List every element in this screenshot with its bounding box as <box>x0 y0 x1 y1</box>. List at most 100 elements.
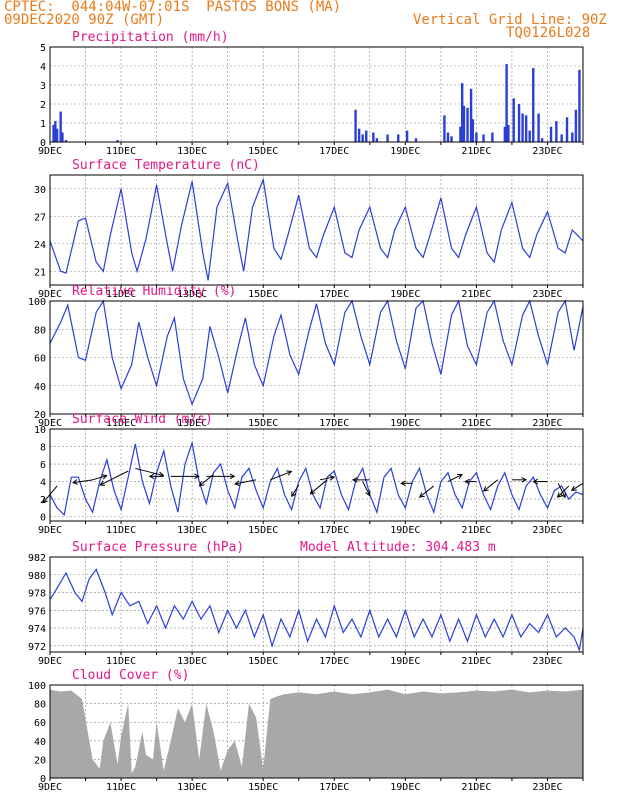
wind-arrow-head <box>99 480 106 486</box>
wind-arrow-head <box>148 473 155 480</box>
grid-line-note: Vertical Grid Line: 90Z <box>413 12 607 28</box>
y-tick-label: 0 <box>40 513 46 524</box>
panel-title: Surface Pressure (hPa) <box>72 540 244 555</box>
precip-bar <box>414 138 418 142</box>
x-tick-label: 13DEC <box>177 418 207 429</box>
x-tick-label: 9DEC <box>38 525 62 536</box>
x-tick-label: 19DEC <box>390 782 420 793</box>
precip-bar <box>54 121 57 142</box>
precip-bar <box>555 121 558 142</box>
wind-arrow-head <box>556 492 563 498</box>
x-tick-label: 17DEC <box>319 656 349 667</box>
x-tick-label: 19DEC <box>390 656 420 667</box>
y-tick-label: 3 <box>40 81 46 92</box>
x-tick-label: 21DEC <box>461 418 491 429</box>
x-tick-label: 13DEC <box>177 782 207 793</box>
x-tick-label: 15DEC <box>248 656 278 667</box>
precip-bar <box>405 130 409 142</box>
precip-bar <box>571 132 574 142</box>
panel-title: Relative Humidity (%) <box>72 284 236 299</box>
precip-bar <box>503 126 507 142</box>
x-tick-label: 23DEC <box>532 418 562 429</box>
y-tick-label: 60 <box>34 354 46 365</box>
x-tick-label: 9DEC <box>38 782 62 793</box>
y-tick-label: 4 <box>40 62 46 73</box>
y-tick-label: 100 <box>28 681 46 692</box>
wind-arrow-head <box>560 492 566 499</box>
x-tick-label: 15DEC <box>248 418 278 429</box>
y-tick-label: 982 <box>28 553 46 564</box>
precip-bar <box>578 69 581 142</box>
y-tick-label: 100 <box>28 297 46 308</box>
model-altitude-label: Model Altitude: 304.483 m <box>300 540 496 555</box>
wind-arrow-head <box>42 497 48 504</box>
precip-bar <box>507 124 510 142</box>
precip-bar <box>116 140 119 142</box>
panel-title: Surface Temperature (nC) <box>72 158 260 173</box>
x-tick-label: 9DEC <box>38 146 62 157</box>
wind-arrow <box>419 485 435 498</box>
x-tick-label: 9DEC <box>38 289 62 300</box>
precip-bar <box>471 119 475 142</box>
x-tick-label: 23DEC <box>532 146 562 157</box>
series-line <box>49 568 584 653</box>
y-tick-label: 20 <box>34 410 46 421</box>
precip-bar <box>528 130 531 142</box>
station-header: CPTEC: 044:04W-07:01S PASTOS BONS (MA) <box>4 0 342 15</box>
x-tick-label: 21DEC <box>461 525 491 536</box>
precip-bar <box>361 134 364 142</box>
precip-bar <box>61 132 64 142</box>
x-tick-label: 11DEC <box>106 289 136 300</box>
precip-bar <box>386 134 389 142</box>
precip-bar <box>55 128 59 142</box>
x-tick-label: 21DEC <box>461 289 491 300</box>
wind-arrow-head <box>229 473 236 480</box>
panel-5: 972 974 976 978 980 982 9DEC 11DEC 13DEC 15DEC 17D… <box>28 540 584 667</box>
x-tick-label: 13DEC <box>177 656 207 667</box>
precip-bar <box>365 130 368 142</box>
precip-bar <box>459 126 462 142</box>
wind-arrow <box>483 479 499 492</box>
wind-arrow-head <box>464 478 470 485</box>
y-tick-label: 24 <box>34 240 46 251</box>
precip-bar <box>59 111 62 142</box>
x-tick-label: 17DEC <box>319 525 349 536</box>
wind-arrow <box>310 479 328 495</box>
x-tick-label: 17DEC <box>319 289 349 300</box>
x-tick-label: 15DEC <box>248 146 278 157</box>
panel-frame <box>49 300 584 415</box>
precip-bar <box>462 105 466 142</box>
y-tick-label: 0 <box>40 138 46 149</box>
y-tick-label: 5 <box>40 43 46 54</box>
wind-arrow <box>135 467 164 476</box>
wind-arrow <box>557 485 570 498</box>
panel-title: Precipitation (mm/h) <box>72 30 229 45</box>
precip-bar <box>517 104 521 142</box>
precip-bar <box>505 64 508 142</box>
wind-arrow-head <box>101 474 108 480</box>
wind-arrow-head <box>286 470 293 476</box>
date-header: 09DEC2020 90Z (GMT) <box>4 12 165 28</box>
panel-frame <box>49 684 584 779</box>
panel-frame <box>49 174 584 286</box>
x-tick-label: 11DEC <box>106 146 136 157</box>
precip-bar <box>52 124 55 142</box>
precip-bar <box>549 126 553 142</box>
x-tick-label: 19DEC <box>390 146 420 157</box>
wind-arrow <box>571 482 584 491</box>
precip-bar <box>450 136 453 142</box>
x-tick-label: 13DEC <box>177 525 207 536</box>
panel-frame <box>49 428 584 522</box>
precip-bar <box>397 134 400 142</box>
x-tick-label: 19DEC <box>390 525 420 536</box>
precip-bar <box>560 134 563 142</box>
x-tick-label: 17DEC <box>319 146 349 157</box>
y-tick-label: 980 <box>28 571 46 582</box>
x-tick-label: 9DEC <box>38 418 62 429</box>
x-tick-label: 15DEC <box>248 289 278 300</box>
series-line <box>49 440 584 517</box>
precip-bar <box>574 109 578 142</box>
x-tick-label: 19DEC <box>390 289 420 300</box>
precip-bar <box>540 138 544 142</box>
